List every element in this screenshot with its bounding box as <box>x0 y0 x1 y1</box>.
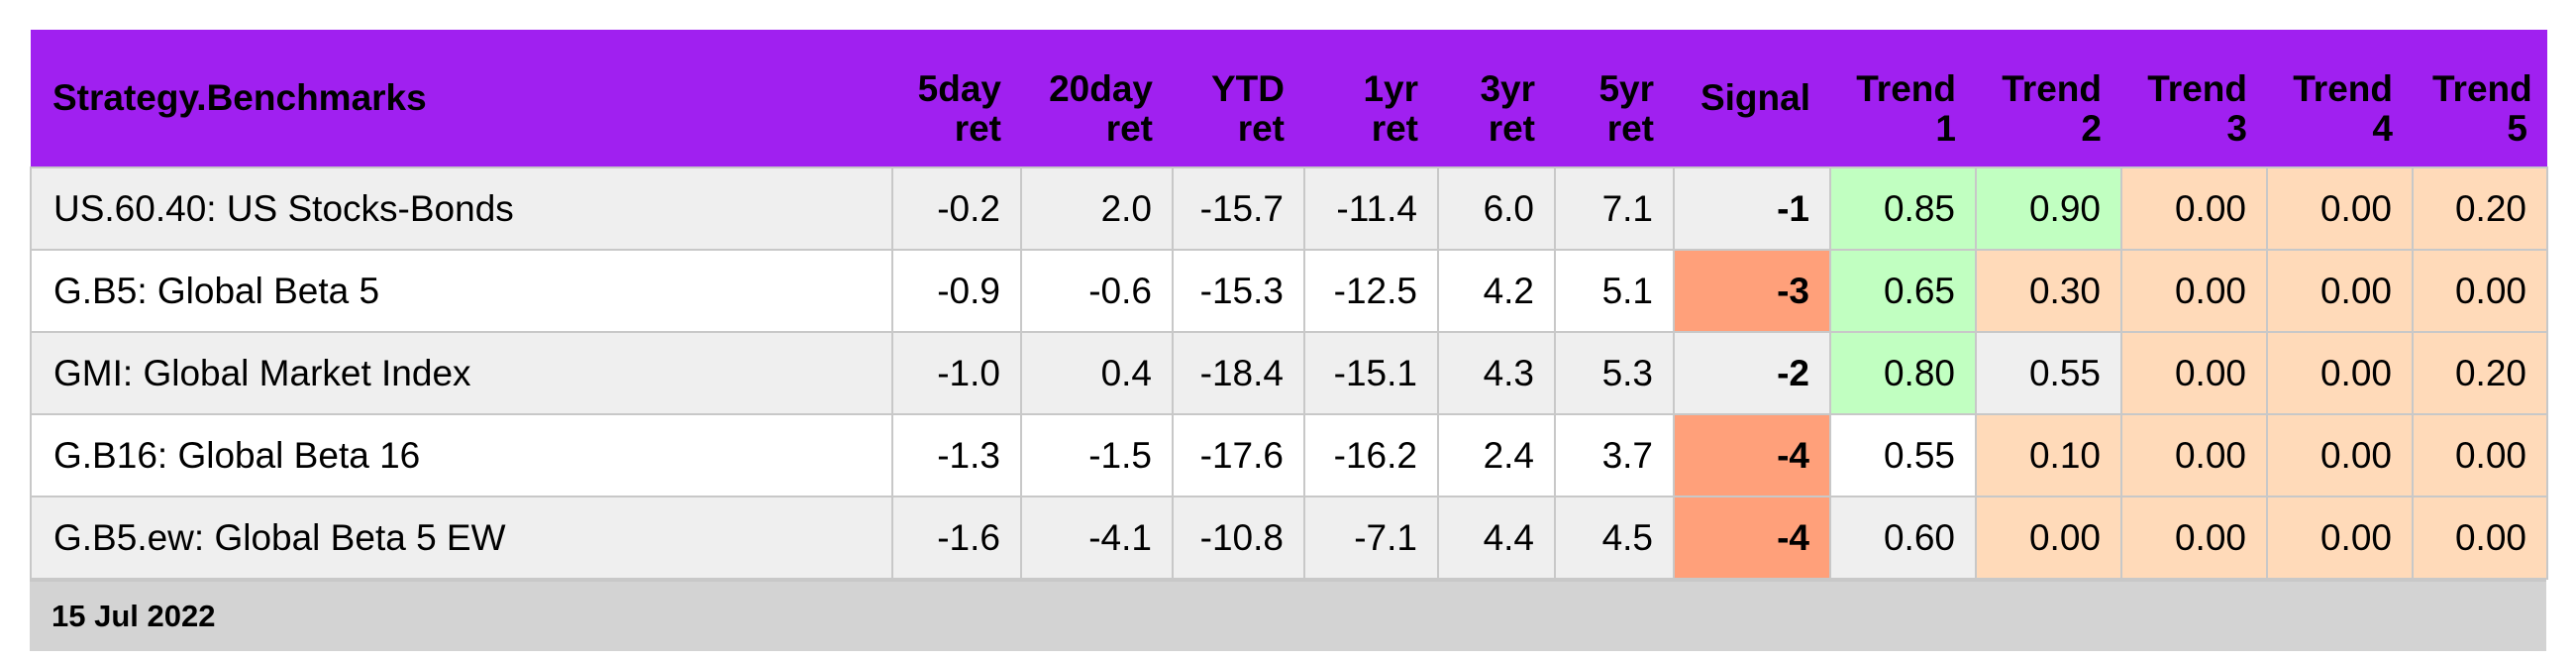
ret-5day: -1.0 <box>891 331 1022 415</box>
signal-value: -1 <box>1673 166 1831 251</box>
trend-4-value: 0.00 <box>2266 496 2414 580</box>
trend-5-value: 0.00 <box>2412 496 2548 580</box>
ret-1yr: -12.5 <box>1303 249 1439 333</box>
ret-20day: 2.0 <box>1020 166 1174 251</box>
strategy-name: G.B5: Global Beta 5 <box>30 249 893 333</box>
trend-2-value: 0.90 <box>1975 166 2122 251</box>
strategy-name: G.B16: Global Beta 16 <box>30 413 893 497</box>
strategy-name: G.B5.ew: Global Beta 5 EW <box>30 496 893 580</box>
signal-value: -4 <box>1673 496 1831 580</box>
col-header-5yr-ret[interactable]: 5yr ret <box>1555 30 1674 167</box>
trend-3-value: 0.00 <box>2120 166 2268 251</box>
trend-1-value: 0.80 <box>1829 331 1977 415</box>
col-header-signal[interactable]: Signal <box>1674 30 1830 167</box>
col-header-5day-ret[interactable]: 5day ret <box>892 30 1021 167</box>
ret-20day: -0.6 <box>1020 249 1174 333</box>
trend-5-value: 0.20 <box>2412 166 2548 251</box>
strategy-name: GMI: Global Market Index <box>30 331 893 415</box>
header-row: Strategy.Benchmarks 5day ret 20day ret YTD… <box>31 30 2547 167</box>
table-row: GMI: Global Market Index -1.0 0.4 -18.4 … <box>30 331 2548 415</box>
ret-3yr: 2.4 <box>1437 413 1556 497</box>
trend-2-value: 0.00 <box>1975 496 2122 580</box>
trend-3-value: 0.00 <box>2120 249 2268 333</box>
col-header-20day-ret[interactable]: 20day ret <box>1021 30 1173 167</box>
ret-5day: -0.2 <box>891 166 1022 251</box>
ret-20day: -4.1 <box>1020 496 1174 580</box>
ret-5day: -1.6 <box>891 496 1022 580</box>
ret-ytd: -17.6 <box>1172 413 1305 497</box>
ret-1yr: -7.1 <box>1303 496 1439 580</box>
col-header-trend-2[interactable]: Trend 2 <box>1976 30 2121 167</box>
ret-5yr: 3.7 <box>1554 413 1675 497</box>
ret-1yr: -15.1 <box>1303 331 1439 415</box>
ret-ytd: -15.3 <box>1172 249 1305 333</box>
ret-5yr: 4.5 <box>1554 496 1675 580</box>
trend-1-value: 0.85 <box>1829 166 1977 251</box>
col-header-trend-3[interactable]: Trend 3 <box>2121 30 2267 167</box>
trend-5-value: 0.00 <box>2412 413 2548 497</box>
strategy-name: US.60.40: US Stocks-Bonds <box>30 166 893 251</box>
trend-2-value: 0.30 <box>1975 249 2122 333</box>
ret-3yr: 4.2 <box>1437 249 1556 333</box>
ret-5yr: 5.1 <box>1554 249 1675 333</box>
col-header-trend-5[interactable]: Trend 5 <box>2413 30 2547 167</box>
signal-value: -4 <box>1673 413 1831 497</box>
table-row: G.B16: Global Beta 16 -1.3 -1.5 -17.6 -1… <box>30 413 2548 497</box>
ret-ytd: -10.8 <box>1172 496 1305 580</box>
table-row: G.B5: Global Beta 5 -0.9 -0.6 -15.3 -12.… <box>30 249 2548 333</box>
signal-value: -2 <box>1673 331 1831 415</box>
trend-4-value: 0.00 <box>2266 249 2414 333</box>
col-header-ytd-ret[interactable]: YTD ret <box>1173 30 1304 167</box>
ret-ytd: -15.7 <box>1172 166 1305 251</box>
trend-3-value: 0.00 <box>2120 331 2268 415</box>
trend-3-value: 0.00 <box>2120 413 2268 497</box>
trend-4-value: 0.00 <box>2266 413 2414 497</box>
trend-1-value: 0.65 <box>1829 249 1977 333</box>
col-header-trend-4[interactable]: Trend 4 <box>2267 30 2413 167</box>
trend-2-value: 0.55 <box>1975 331 2122 415</box>
signal-value: -3 <box>1673 249 1831 333</box>
trend-5-value: 0.00 <box>2412 249 2548 333</box>
trend-1-value: 0.55 <box>1829 413 1977 497</box>
ret-20day: -1.5 <box>1020 413 1174 497</box>
trend-2-value: 0.10 <box>1975 413 2122 497</box>
trend-1-value: 0.60 <box>1829 496 1977 580</box>
col-header-3yr-ret[interactable]: 3yr ret <box>1438 30 1555 167</box>
benchmarks-table: Strategy.Benchmarks 5day ret 20day ret YTD… <box>30 30 2548 580</box>
table-row: US.60.40: US Stocks-Bonds -0.2 2.0 -15.7… <box>30 166 2548 251</box>
benchmarks-panel: Strategy.Benchmarks 5day ret 20day ret YTD… <box>30 30 2548 651</box>
trend-5-value: 0.20 <box>2412 331 2548 415</box>
trend-4-value: 0.00 <box>2266 166 2414 251</box>
ret-5day: -0.9 <box>891 249 1022 333</box>
table-row: G.B5.ew: Global Beta 5 EW -1.6 -4.1 -10.… <box>30 496 2548 580</box>
ret-5day: -1.3 <box>891 413 1022 497</box>
ret-1yr: -16.2 <box>1303 413 1439 497</box>
ret-20day: 0.4 <box>1020 331 1174 415</box>
table-footer-date: 15 Jul 2022 <box>30 580 2546 651</box>
ret-3yr: 4.3 <box>1437 331 1556 415</box>
col-header-strategy[interactable]: Strategy.Benchmarks <box>31 30 892 167</box>
ret-ytd: -18.4 <box>1172 331 1305 415</box>
ret-5yr: 7.1 <box>1554 166 1675 251</box>
ret-1yr: -11.4 <box>1303 166 1439 251</box>
col-header-trend-1[interactable]: Trend 1 <box>1830 30 1976 167</box>
ret-3yr: 6.0 <box>1437 166 1556 251</box>
trend-4-value: 0.00 <box>2266 331 2414 415</box>
trend-3-value: 0.00 <box>2120 496 2268 580</box>
col-header-1yr-ret[interactable]: 1yr ret <box>1304 30 1438 167</box>
ret-5yr: 5.3 <box>1554 331 1675 415</box>
ret-3yr: 4.4 <box>1437 496 1556 580</box>
